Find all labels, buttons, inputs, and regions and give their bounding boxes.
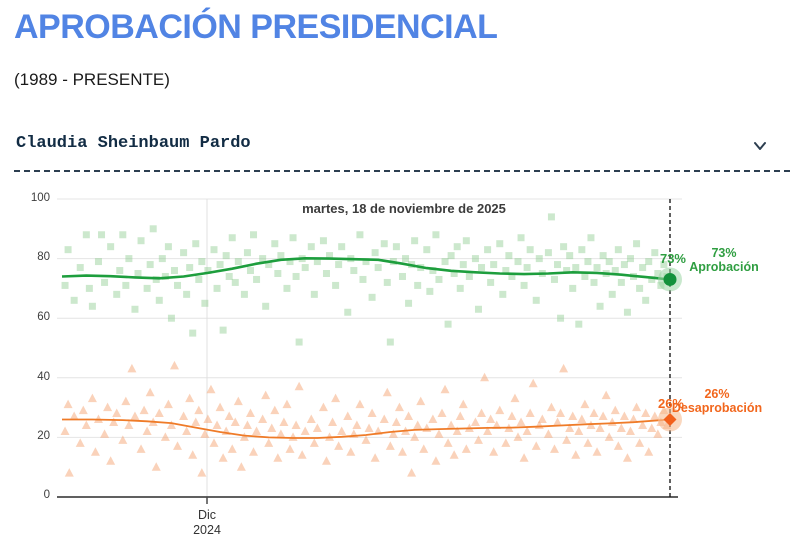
disapproval-end-value-label: 26%	[657, 396, 684, 411]
y-tick-100: 100	[30, 192, 50, 204]
president-dropdown[interactable]: Claudia Sheinbaum Pardo	[0, 128, 800, 172]
disapproval-legend: 26% Desaprobación	[667, 387, 767, 415]
president-dropdown-value[interactable]: Claudia Sheinbaum Pardo	[16, 134, 251, 153]
approval-legend-pct: 73%	[711, 246, 737, 260]
page-title: APROBACIÓN PRESIDENCIAL	[14, 8, 498, 46]
x-tick-month: Dic	[197, 508, 217, 522]
y-tick-20: 20	[37, 430, 50, 442]
y-tick-40: 40	[37, 371, 50, 383]
chevron-down-icon[interactable]	[752, 139, 768, 151]
disapproval-trend-line	[62, 418, 671, 439]
x-tick-dic-2024: Dic 2024	[177, 508, 237, 538]
approval-chart[interactable]: martes, 18 de noviembre de 2025 100 80 6…	[0, 185, 800, 553]
approval-legend-name: Aprobación	[689, 260, 759, 274]
y-tick-60: 60	[37, 311, 50, 323]
x-tick-year: 2024	[193, 523, 221, 537]
approval-legend: 73% Aprobación	[674, 246, 774, 274]
disapproval-endpoint	[658, 407, 682, 432]
approval-trend-line	[61, 257, 671, 281]
approval-end-value-label: 73%	[659, 251, 686, 266]
chart-canvas[interactable]	[0, 185, 800, 553]
gridlines	[57, 198, 682, 497]
approval-endpoint	[658, 267, 682, 292]
disapproval-legend-name: Desaprobación	[671, 401, 763, 415]
approval-scatter-points	[61, 213, 671, 346]
page-subtitle: (1989 - PRESENTE)	[14, 70, 170, 89]
y-tick-80: 80	[37, 251, 50, 263]
y-tick-0: 0	[43, 489, 50, 501]
hover-date-annotation: martes, 18 de noviembre de 2025	[302, 201, 506, 216]
dashed-divider	[14, 170, 790, 172]
disapproval-legend-pct: 26%	[704, 387, 730, 401]
